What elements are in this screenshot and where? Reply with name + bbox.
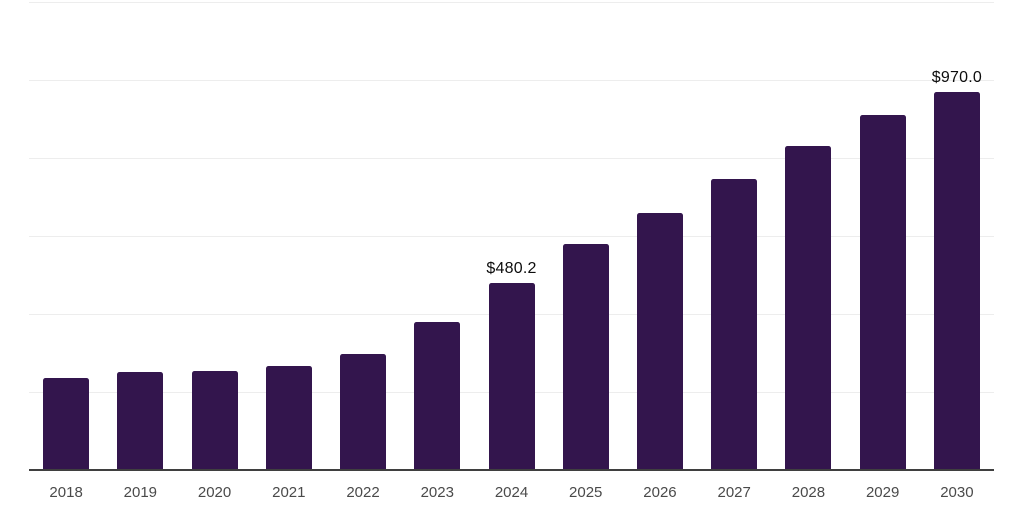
x-tick-label-2022: 2022 xyxy=(346,484,380,501)
bar-2022 xyxy=(340,354,387,470)
x-tick-label-2021: 2021 xyxy=(272,484,306,501)
bar-value-label-2024: $480.2 xyxy=(486,259,537,277)
gridline-y-1200 xyxy=(29,2,994,3)
bar-2024 xyxy=(488,282,535,470)
x-tick-label-2023: 2023 xyxy=(420,484,454,501)
x-tick-label-2028: 2028 xyxy=(791,484,826,501)
x-tick-label-2025: 2025 xyxy=(569,484,603,501)
x-tick-label-2024: 2024 xyxy=(494,484,529,501)
plot-area: $480.2 $970.0 xyxy=(29,2,994,471)
x-tick-label-2030: 2030 xyxy=(940,484,974,501)
bar-2023 xyxy=(414,322,461,470)
gridline-y-1000 xyxy=(29,80,994,81)
gridline-y-800 xyxy=(29,158,994,159)
bar-2021 xyxy=(265,365,312,470)
x-tick-label-2027: 2027 xyxy=(717,484,751,501)
gridline-y-600 xyxy=(29,236,994,237)
bar-2030 xyxy=(933,91,980,470)
bar-2025 xyxy=(562,243,609,470)
x-tick-label-2029: 2029 xyxy=(865,484,900,501)
bar-2029 xyxy=(859,115,906,470)
bar-2026 xyxy=(636,213,683,470)
bar-2019 xyxy=(117,371,164,470)
bar-2028 xyxy=(785,146,832,470)
bar-2027 xyxy=(711,179,758,470)
x-tick-label-2026: 2026 xyxy=(643,484,677,501)
x-tick-label-2019: 2019 xyxy=(123,484,158,501)
bar-2018 xyxy=(43,378,90,470)
x-tick-label-2020: 2020 xyxy=(197,484,232,501)
x-tick-label-2018: 2018 xyxy=(49,484,83,501)
bar-2020 xyxy=(191,370,238,470)
x-axis-line xyxy=(29,469,994,471)
bar-value-label-2030: $970.0 xyxy=(931,68,982,86)
